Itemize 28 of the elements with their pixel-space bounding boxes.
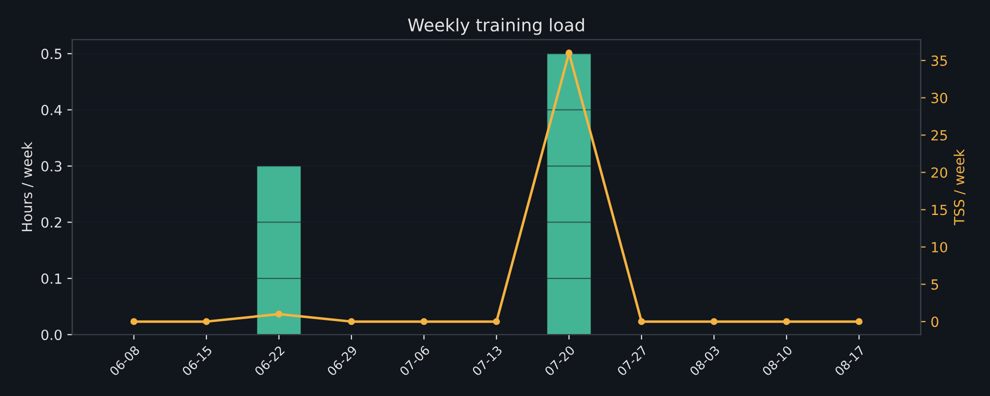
y2-tick-label: 15 <box>932 204 947 216</box>
y-tick-label: 0.4 <box>41 104 62 116</box>
chart-title: Weekly training load <box>408 18 584 35</box>
point <box>130 318 138 326</box>
y2-tick-label: 35 <box>931 55 947 66</box>
y-tick-label: 0.0 <box>41 330 62 340</box>
point <box>420 318 428 326</box>
y-tick-label: 0.3 <box>41 161 62 172</box>
point <box>275 310 282 318</box>
y-axis-title: Hours / week <box>21 142 34 232</box>
point <box>638 318 645 326</box>
point <box>493 318 500 326</box>
point <box>348 318 355 326</box>
point <box>856 318 863 326</box>
point <box>710 318 718 326</box>
y-tick-label: 0.1 <box>41 273 62 284</box>
y2-tick-label: 30 <box>931 92 948 104</box>
y2-tick-label: 10 <box>932 242 948 252</box>
y2-tick-label: 0 <box>931 316 938 328</box>
point <box>202 318 210 326</box>
y2-tick-label: 20 <box>931 167 948 178</box>
point <box>783 318 790 326</box>
y-tick-label: 0.5 <box>41 48 62 60</box>
y2-tick-label: 5 <box>931 279 938 290</box>
y-tick-label: 0.2 <box>41 217 62 228</box>
y2-axis-title: TSS / week <box>954 149 966 226</box>
point <box>566 50 572 56</box>
y2-tick-label: 25 <box>931 130 947 141</box>
